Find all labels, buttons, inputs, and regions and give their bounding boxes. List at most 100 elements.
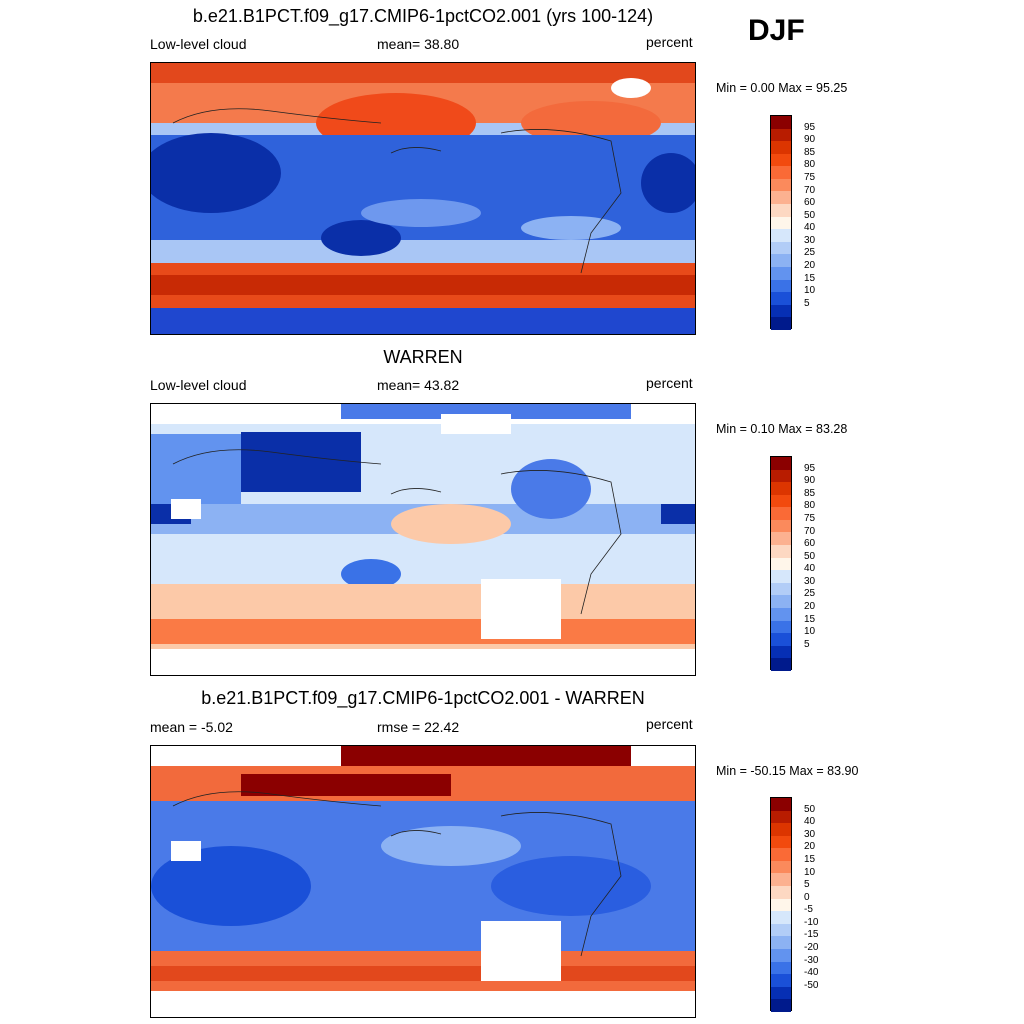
colorbar-tick-label: 90: [804, 475, 816, 487]
colorbar-swatches: [770, 456, 792, 671]
colorbar-tick-label: 95: [804, 462, 816, 474]
colorbar-tick-label: -40: [804, 967, 819, 979]
arctic-positive-bias: [341, 746, 631, 766]
colorbar-swatch: [771, 633, 791, 646]
colorbar-model: 95 90 85 80 75 70 60 50 40 30 25 20 15 10 5: [770, 115, 850, 330]
colorbar-swatch: [771, 986, 791, 1000]
map-difference: [150, 745, 696, 1018]
colorbar-swatch: [771, 886, 791, 899]
map-observation: [150, 403, 696, 676]
colorbar-swatch: [771, 457, 791, 470]
colorbar-swatch: [771, 860, 791, 874]
colorbar-tick-label: -30: [804, 954, 819, 966]
colorbar-tick-label: 60: [804, 197, 816, 209]
colorbar-tick-label: 5: [804, 879, 810, 891]
colorbar-swatch: [771, 494, 791, 508]
panel-title: b.e21.B1PCT.f09_g17.CMIP6-1pctCO2.001 - …: [201, 688, 645, 708]
colorbar-swatch: [771, 620, 791, 634]
colorbar-swatch: [771, 835, 791, 849]
colorbar-tick-label: 60: [804, 538, 816, 550]
colorbar-tick-label: 30: [804, 234, 816, 246]
colorbar-swatch: [771, 482, 791, 495]
colorbar-tick-label: 75: [804, 512, 816, 524]
colorbar-swatch: [771, 254, 791, 267]
mean-label: mean = -5.02: [150, 719, 233, 735]
colorbar-tick-label: 20: [804, 260, 816, 272]
colorbar-tick-label: 90: [804, 134, 816, 146]
coastlines: [172, 108, 622, 274]
colorbar-observation: 95 90 85 80 75 70 60 50 40 30 25 20 15 10 5: [770, 456, 850, 671]
colorbar-swatch: [771, 974, 791, 987]
map-difference-field: [151, 746, 695, 1017]
colorbar-swatch: [771, 582, 791, 596]
map-model: [150, 62, 696, 335]
colorbar-swatch: [771, 645, 791, 659]
colorbar-tick-label: 50: [804, 209, 816, 221]
colorbar-tick-label: 5: [804, 297, 810, 309]
colorbar-swatch: [771, 823, 791, 836]
colorbar-swatch: [771, 961, 791, 975]
colorbar-swatch: [771, 191, 791, 205]
colorbar-tick-label: 20: [804, 841, 816, 853]
colorbar-tick-label: 40: [804, 563, 816, 575]
variable-label: Low-level cloud: [150, 36, 247, 52]
colorbar-swatch: [771, 545, 791, 558]
missing-data: [481, 921, 561, 981]
colorbar-swatch: [771, 519, 791, 533]
colorbar-tick-label: 95: [804, 121, 816, 133]
colorbar-tick-label: -50: [804, 979, 819, 991]
colorbar-swatch: [771, 595, 791, 608]
colorbar-tick-label: 85: [804, 487, 816, 499]
colorbar-tick-label: 50: [804, 550, 816, 562]
colorbar-tick-label: 10: [804, 626, 816, 638]
colorbar-swatch: [771, 948, 791, 962]
colorbar-swatch: [771, 607, 791, 621]
colorbar-tick-label: 75: [804, 171, 816, 183]
season-label: DJF: [748, 14, 805, 47]
map-model-field: [151, 63, 695, 334]
colorbar-tick-label: 15: [804, 272, 816, 284]
colorbar-swatch: [771, 241, 791, 255]
colorbar-tick-label: 25: [804, 588, 816, 600]
mean-label: mean= 38.80: [377, 36, 460, 52]
colorbar-tick-label: 70: [804, 184, 816, 196]
minmax-label: Min = 0.00 Max = 95.25: [716, 81, 848, 95]
siberia-low-cloud: [241, 432, 361, 492]
colorbar-tick-label: -5: [804, 904, 813, 916]
missing-data: [481, 579, 561, 639]
colorbar-swatch: [771, 116, 791, 129]
colorbar-tick-label: 15: [804, 613, 816, 625]
colorbar-swatch: [771, 999, 791, 1012]
colorbar-swatch: [771, 216, 791, 230]
colorbar-tick-label: -20: [804, 942, 819, 954]
variable-label: Low-level cloud: [150, 377, 247, 393]
minmax-label: Min = 0.10 Max = 83.28: [716, 422, 848, 436]
colorbar-swatch: [771, 873, 791, 887]
colorbar-swatch: [771, 304, 791, 318]
colorbar-swatch: [771, 178, 791, 192]
colorbar-tick-label: 85: [804, 146, 816, 158]
panel-title: b.e21.B1PCT.f09_g17.CMIP6-1pctCO2.001 (y…: [192, 6, 654, 26]
colorbar-tick-label: 5: [804, 638, 810, 650]
colorbar-swatch: [771, 848, 791, 861]
colorbar-swatch: [771, 923, 791, 937]
colorbar-tick-label: -10: [804, 916, 819, 928]
colorbar-tick-label: 80: [804, 159, 816, 171]
coastlines: [172, 791, 622, 957]
colorbar-swatches: [770, 797, 792, 1012]
colorbar-swatch: [771, 279, 791, 293]
colorbar-swatch: [771, 166, 791, 179]
panel-title: WARREN: [383, 347, 463, 367]
colorbar-tick-label: -15: [804, 929, 819, 941]
arctic-band: [341, 404, 631, 419]
minmax-label: Min = -50.15 Max = 83.90: [716, 764, 859, 778]
units-label: percent: [646, 34, 693, 50]
units-label: percent: [646, 716, 693, 732]
colorbar-swatch: [771, 507, 791, 520]
colorbar-swatch: [771, 798, 791, 811]
colorbar-swatch: [771, 658, 791, 671]
colorbar-tick-label: 10: [804, 285, 816, 297]
map-observation-field: [151, 404, 695, 675]
colorbar-tick-label: 40: [804, 816, 816, 828]
colorbar-swatch: [771, 532, 791, 546]
